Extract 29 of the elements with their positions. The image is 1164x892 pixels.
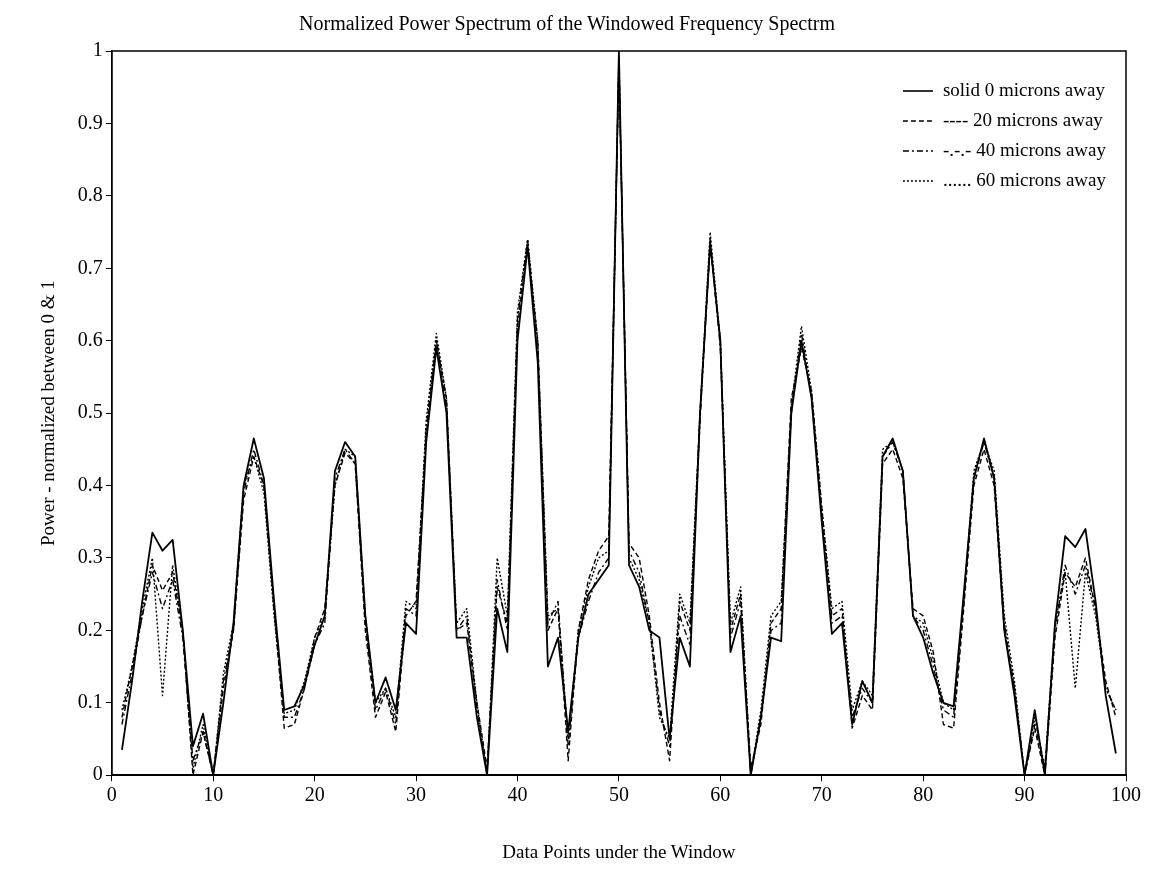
y-tick-label: 0.2 [77,617,103,640]
x-tick-label: 0 [106,783,117,806]
y-tick-label: 0.7 [77,255,103,278]
x-axis-title: Data Points under the Window [502,840,736,862]
y-tick-label: 0.9 [77,110,103,133]
y-tick-label: 0.1 [77,690,103,713]
legend-label: ...... 60 microns away [942,168,1107,190]
x-tick-label: 80 [913,783,934,806]
y-tick-label: 0.3 [77,545,103,568]
y-tick-label: 0.5 [77,400,103,423]
x-tick-label: 30 [406,783,427,806]
y-tick-label: 0 [92,762,103,785]
x-tick-label: 100 [1111,783,1141,806]
y-tick-label: 0.6 [77,327,103,350]
x-tick-label: 60 [710,783,731,806]
legend-label: solid 0 microns away [942,78,1106,100]
x-tick-label: 10 [203,783,224,806]
chart-title: Normalized Power Spectrum of the Windowed Frequency Spectrm [299,12,836,36]
legend-label: -.-.- 40 microns away [942,138,1107,160]
y-tick-label: 1 [92,38,103,61]
y-tick-label: 0.4 [77,472,103,495]
x-tick-label: 90 [1014,783,1035,806]
x-tick-label: 20 [304,783,325,806]
legend-label: ---- 20 microns away [942,108,1104,130]
x-tick-label: 40 [507,783,528,806]
y-tick-label: 0.8 [77,183,103,206]
x-tick-label: 70 [811,783,832,806]
x-tick-label: 50 [608,783,629,806]
y-axis-title: Power - normalized between 0 & 1 [37,280,59,547]
